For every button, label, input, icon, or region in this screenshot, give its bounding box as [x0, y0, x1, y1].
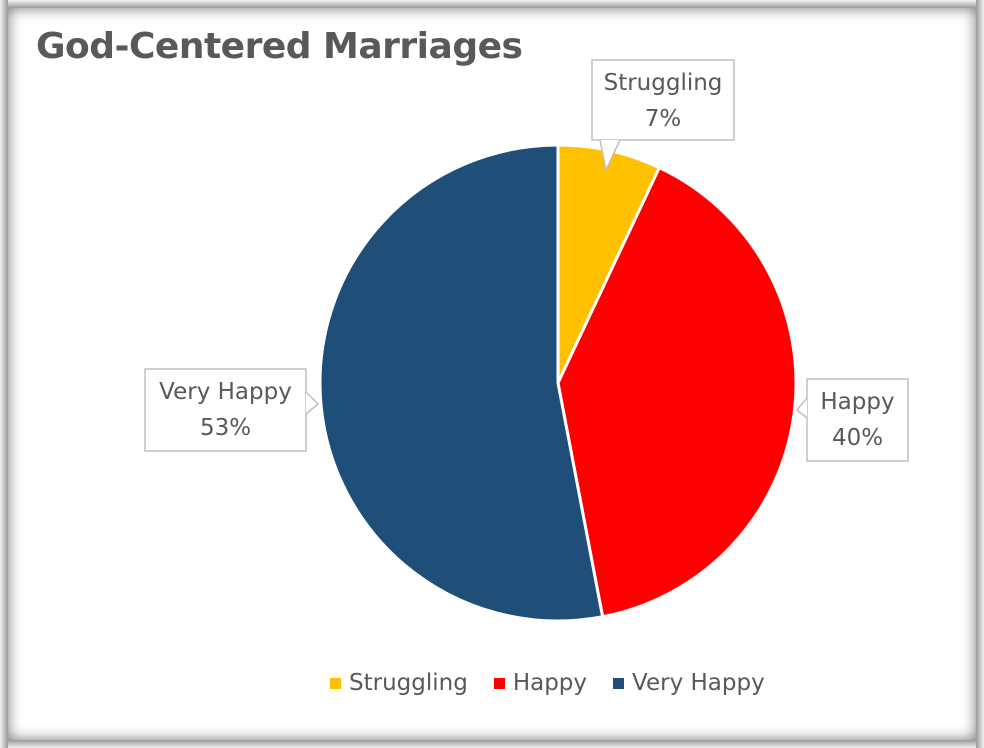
data-label-callouts: Struggling 7% Happy 40% Very Happy 53% — [144, 59, 909, 462]
callout-pointer — [795, 397, 808, 419]
data-label-percent: 7% — [645, 106, 682, 132]
legend-item-very-happy: Very Happy — [613, 670, 765, 696]
frame-edge-top — [0, 0, 984, 8]
callout-box — [806, 378, 909, 462]
chart-legend: Struggling Happy Very Happy — [330, 670, 765, 696]
data-label-percent: 53% — [200, 415, 251, 441]
legend-swatch — [613, 677, 625, 689]
callout-box — [144, 368, 307, 452]
callout-happy: Happy 40% — [795, 378, 909, 462]
legend-swatch — [330, 677, 341, 689]
legend-item-struggling: Struggling — [330, 670, 468, 696]
data-label-category: Struggling — [604, 70, 723, 96]
legend-label: Struggling — [349, 670, 468, 696]
legend-label: Happy — [512, 670, 588, 696]
callout-very-happy: Very Happy 53% — [144, 368, 320, 452]
legend-swatch — [493, 677, 505, 689]
frame-edge-left — [0, 0, 8, 748]
data-label-percent: 40% — [832, 425, 883, 451]
callout-pointer — [305, 391, 320, 415]
legend-label: Very Happy — [632, 670, 765, 696]
callout-struggling: Struggling 7% — [591, 59, 735, 173]
frame-edge-right — [976, 0, 984, 748]
pie-slice-happy — [556, 165, 798, 619]
callout-pointer — [599, 139, 621, 173]
callout-box — [591, 59, 735, 141]
chart-title: God-Centered Marriages — [36, 26, 523, 67]
pie-slice-very-happy — [318, 143, 605, 623]
pie-slices — [318, 143, 798, 623]
frame-edge-bottom — [0, 740, 984, 748]
data-label-category: Very Happy — [159, 379, 292, 405]
data-label-category: Happy — [820, 389, 894, 415]
legend-item-happy: Happy — [493, 670, 588, 696]
